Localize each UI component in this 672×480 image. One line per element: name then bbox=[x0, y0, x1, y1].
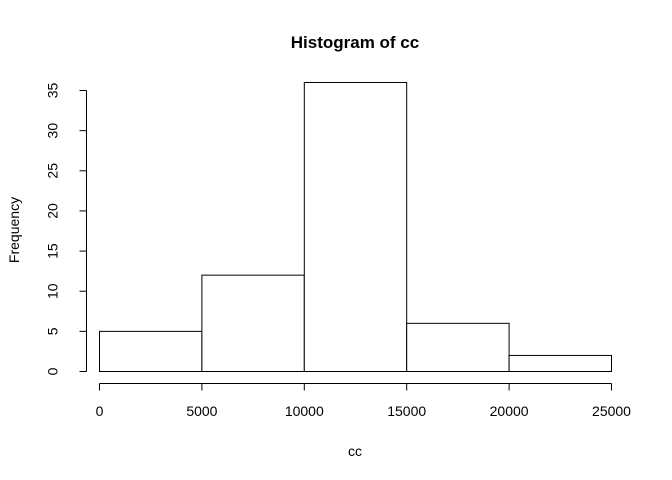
x-tick-label: 10000 bbox=[285, 403, 324, 419]
histogram-bar-1 bbox=[201, 274, 305, 372]
y-axis: 0 5 10 15 20 25 30 35 bbox=[45, 83, 87, 375]
x-tick-label: 5000 bbox=[186, 403, 217, 419]
x-tick-label: 25000 bbox=[592, 403, 631, 419]
x-axis: 0 5000 10000 15000 20000 25000 bbox=[96, 383, 631, 419]
y-tick-label: 0 bbox=[45, 367, 61, 375]
histogram-bar-0 bbox=[99, 330, 203, 373]
histogram-bar-3 bbox=[406, 322, 510, 373]
x-tick-label: 20000 bbox=[490, 403, 529, 419]
x-axis-label: cc bbox=[348, 443, 362, 459]
y-tick-label: 15 bbox=[45, 243, 61, 259]
x-tick-label: 15000 bbox=[387, 403, 426, 419]
chart-title: Histogram of cc bbox=[291, 33, 419, 52]
histogram-bar-2 bbox=[303, 81, 408, 372]
histogram-bar-4 bbox=[508, 354, 613, 373]
y-tick-label: 5 bbox=[45, 327, 61, 335]
x-tick-label: 0 bbox=[96, 403, 104, 419]
y-tick-label: 35 bbox=[45, 83, 61, 99]
y-tick-label: 25 bbox=[45, 163, 61, 179]
y-axis-label: Frequency bbox=[6, 197, 22, 263]
y-tick-label: 20 bbox=[45, 203, 61, 219]
y-tick-label: 10 bbox=[45, 283, 61, 299]
y-tick-label: 30 bbox=[45, 123, 61, 139]
bars-group bbox=[99, 81, 613, 373]
